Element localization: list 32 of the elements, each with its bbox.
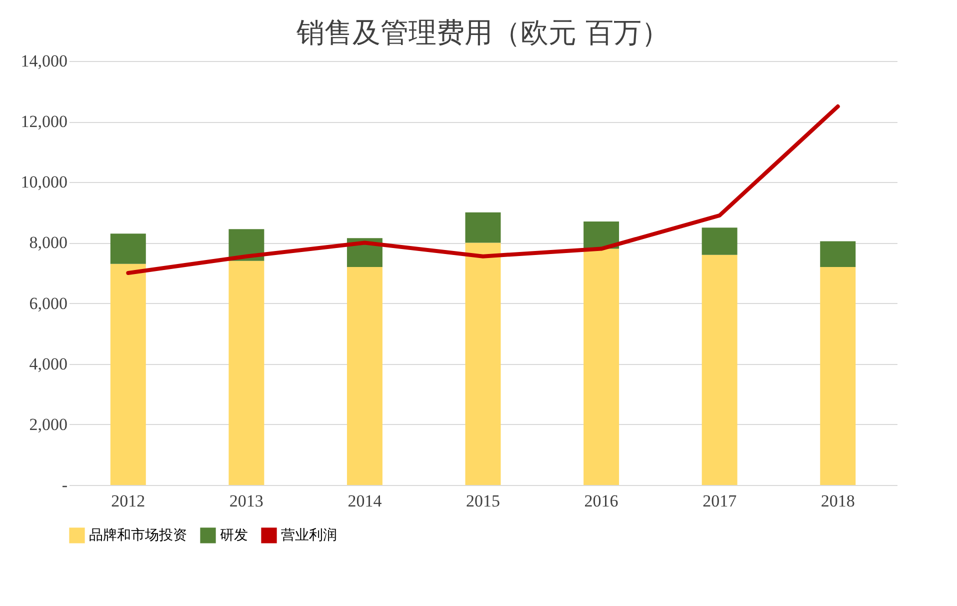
- x-tick-label: 2015: [466, 492, 500, 510]
- x-tick-label: 2016: [584, 492, 618, 510]
- y-tick-label: 8,000: [29, 233, 68, 252]
- line-series: [126, 104, 840, 275]
- bar: [228, 260, 264, 485]
- y-tick-label: 2,000: [29, 414, 68, 434]
- x-tick-label: 2018: [820, 492, 855, 510]
- bar: [110, 264, 146, 485]
- chart-title: 销售及管理费用（欧元 百万）: [296, 16, 670, 49]
- bar: [820, 266, 856, 485]
- bar: [702, 228, 738, 255]
- bar: [584, 222, 620, 249]
- legend-label: 营业利润: [281, 527, 337, 544]
- x-tick-label: 2017: [702, 492, 738, 510]
- y-tick-label: 6,000: [29, 294, 68, 313]
- bar: [465, 212, 501, 243]
- y-tick-label: 4,000: [29, 354, 68, 374]
- x-tick-label: 2014: [348, 492, 382, 510]
- bar: [346, 266, 382, 485]
- y-tick-label: 14,000: [20, 52, 68, 70]
- x-tick-label: 2013: [229, 492, 264, 510]
- y-tick-label: 10,000: [20, 172, 68, 192]
- legend-label: 研发: [220, 527, 248, 544]
- bar: [702, 254, 738, 485]
- bar: [584, 248, 620, 485]
- bar: [465, 242, 501, 485]
- x-tick-label: 2012: [111, 492, 146, 510]
- bar: [820, 241, 856, 267]
- bar: [110, 234, 146, 264]
- y-tick-label: 12,000: [20, 112, 68, 132]
- legend-label: 品牌和市场投资: [89, 527, 187, 544]
- y-tick-label: -: [62, 476, 68, 494]
